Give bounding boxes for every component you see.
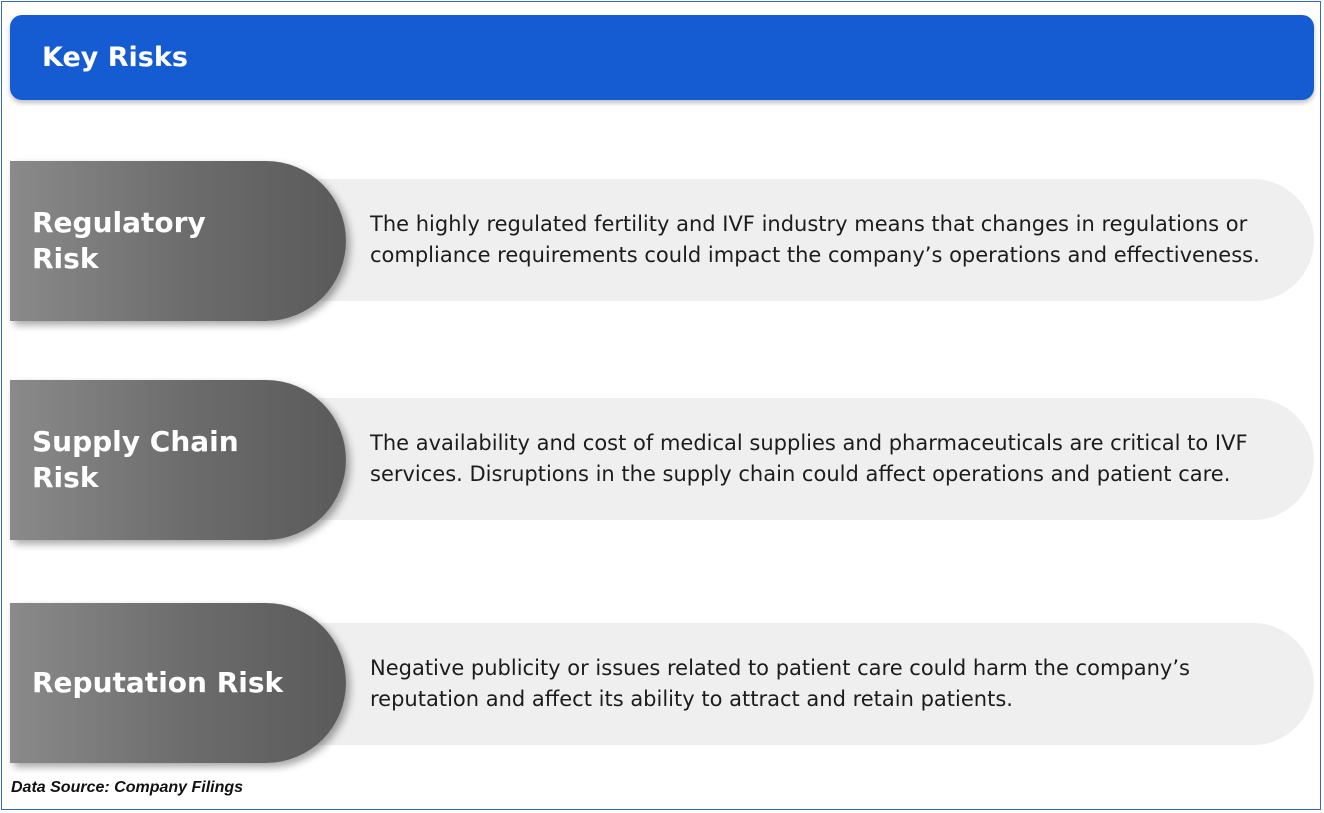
- risk-label: Regulatory Risk: [32, 205, 206, 277]
- risk-label-tab: Supply Chain Risk: [10, 380, 346, 540]
- risk-label: Supply Chain Risk: [32, 424, 239, 496]
- risk-description: Negative publicity or issues related to …: [370, 656, 1190, 711]
- risk-label-line1: Regulatory: [32, 206, 206, 239]
- risk-description-box: The highly regulated fertility and IVF i…: [310, 179, 1314, 301]
- risk-label-line2: Risk: [32, 461, 99, 494]
- risk-description: The availability and cost of medical sup…: [370, 431, 1248, 486]
- risk-description: The highly regulated fertility and IVF i…: [370, 212, 1260, 267]
- risk-item-regulatory: The highly regulated fertility and IVF i…: [10, 161, 1314, 321]
- risk-label-line2: Risk: [32, 242, 99, 275]
- header-banner: Key Risks: [10, 15, 1314, 100]
- risk-label-tab: Regulatory Risk: [10, 161, 346, 321]
- risk-label: Reputation Risk: [32, 665, 283, 701]
- risk-label-line1: Supply Chain: [32, 425, 239, 458]
- data-source-note: Data Source: Company Filings: [11, 779, 244, 796]
- risk-description-box: The availability and cost of medical sup…: [310, 398, 1314, 520]
- risk-label-tab: Reputation Risk: [10, 603, 346, 763]
- risk-description-box: Negative publicity or issues related to …: [310, 623, 1314, 745]
- risk-item-reputation: Negative publicity or issues related to …: [10, 603, 1314, 763]
- risk-item-supply-chain: The availability and cost of medical sup…: [10, 380, 1314, 540]
- page-title: Key Risks: [42, 42, 188, 73]
- risk-label-line1: Reputation Risk: [32, 666, 284, 699]
